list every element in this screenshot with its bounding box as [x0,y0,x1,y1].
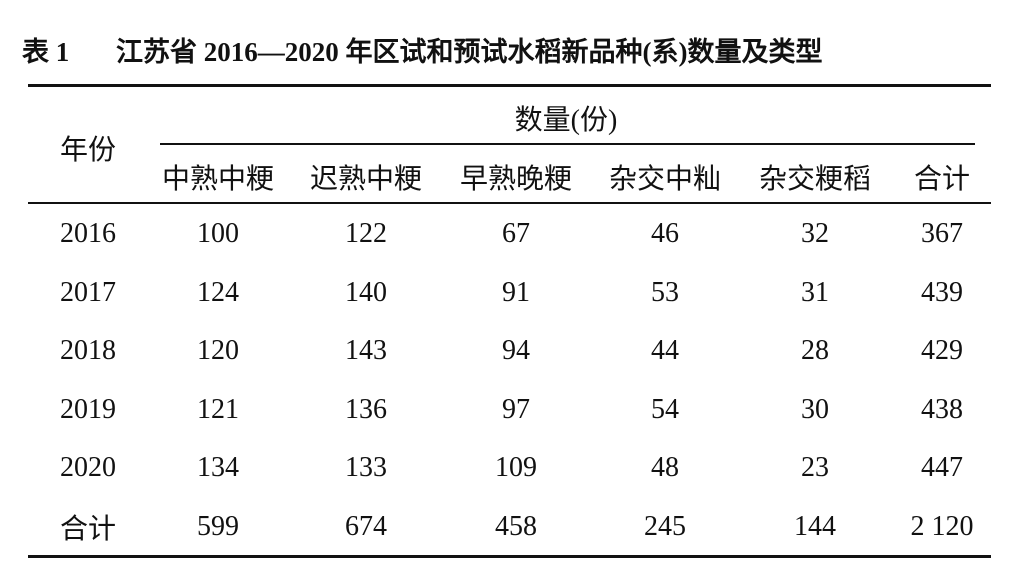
cell: 447 [921,452,963,484]
cell: 144 [794,511,836,542]
row-label: 2019 [60,393,116,425]
cell: 122 [345,218,387,249]
cell: 94 [502,335,530,367]
column-header: 迟熟中粳 [309,164,423,195]
cell: 32 [801,218,829,249]
cell: 109 [495,452,537,484]
cell: 599 [197,511,239,542]
cell: 245 [644,511,686,542]
cell: 67 [502,218,530,249]
cell: 458 [495,511,537,542]
row-label: 2017 [60,276,116,308]
cell: 44 [651,335,679,367]
row-label: 2020 [60,452,116,484]
cell: 438 [921,393,963,425]
cell: 91 [502,276,530,308]
cell: 124 [197,276,239,308]
cell: 31 [801,276,829,308]
cell: 121 [197,393,239,425]
header-rule [28,202,991,204]
row-label: 2016 [60,218,116,249]
cell: 367 [921,218,963,249]
bottom-rule [28,555,991,558]
cell: 143 [345,335,387,367]
cell: 23 [801,452,829,484]
caption-title: 江苏省 2016—2020 年区试和预试水稻新品种(系)数量及类型 [116,37,823,67]
cell: 674 [345,511,387,542]
cell: 54 [651,393,679,425]
cell: 120 [197,335,239,367]
cell: 28 [801,335,829,367]
row-label: 2018 [60,335,116,367]
cell: 30 [801,393,829,425]
cell: 136 [345,393,387,425]
cell: 134 [197,452,239,484]
group-header: 数量(份) [514,105,618,136]
cell: 429 [921,335,963,367]
row-label: 合计 [59,514,117,545]
row-header: 年份 [59,135,117,166]
column-header: 杂交中籼 [608,164,722,195]
cell: 53 [651,276,679,308]
cell: 133 [345,452,387,484]
top-rule [28,84,991,87]
cell: 97 [502,393,530,425]
cell: 140 [345,276,387,308]
cell: 2 120 [910,511,974,542]
cell: 439 [921,276,963,308]
column-header: 早熟晚粳 [459,164,573,195]
group-rule [160,143,975,145]
column-header: 中熟中粳 [161,164,275,195]
column-header: 合计 [913,164,971,195]
cell: 46 [651,218,679,249]
column-header: 杂交粳稻 [758,164,872,195]
cell: 100 [197,218,239,249]
cell: 48 [651,452,679,484]
caption-label: 表 1 [22,37,70,67]
